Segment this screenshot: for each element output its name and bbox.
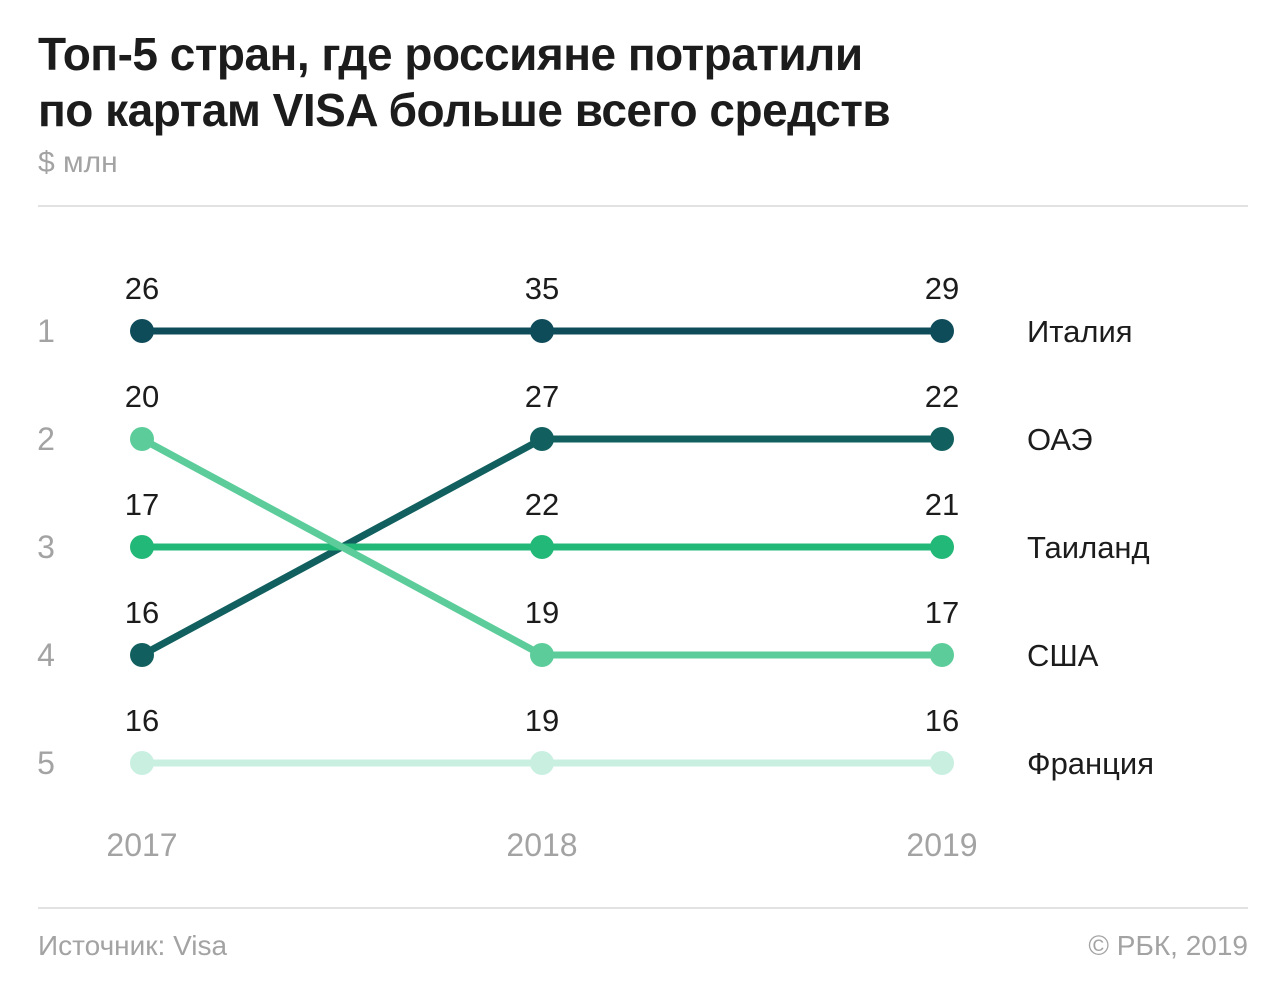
series-label-3: США [1027, 638, 1099, 673]
x-tick-2019: 2019 [906, 827, 977, 863]
series-label-4: Франция [1027, 746, 1154, 781]
value-label-0-2017: 26 [125, 271, 159, 306]
series-points [130, 319, 954, 775]
point-2-2019 [930, 535, 954, 559]
value-label-1-2018: 27 [525, 379, 559, 414]
x-tick-2018: 2018 [506, 827, 577, 863]
value-label-3-2019: 17 [925, 595, 959, 630]
point-3-2018 [530, 643, 554, 667]
rank-label-4: 4 [37, 637, 55, 673]
rank-axis: 1 2 3 4 5 [37, 313, 55, 781]
value-label-2-2017: 17 [125, 487, 159, 522]
value-labels: 26 35 29 16 27 22 17 22 21 20 19 17 16 19 16 [125, 271, 959, 738]
rank-label-3: 3 [37, 529, 55, 565]
chart-title-line1: Топ-5 стран, где россияне потратили [38, 28, 863, 80]
value-label-4-2017: 16 [125, 703, 159, 738]
point-2-2018 [530, 535, 554, 559]
chart-title-line2: по картам VISA больше всего средств [38, 84, 891, 136]
bottom-divider [38, 907, 1248, 909]
rank-label-2: 2 [37, 421, 55, 457]
point-4-2017 [130, 751, 154, 775]
point-1-2018 [530, 427, 554, 451]
value-label-4-2019: 16 [925, 703, 959, 738]
value-label-4-2018: 19 [525, 703, 559, 738]
point-1-2017 [130, 643, 154, 667]
chart-title: Топ-5 стран, где россияне потратили по к… [38, 26, 1238, 138]
series-label-1: ОАЭ [1027, 422, 1093, 457]
point-0-2018 [530, 319, 554, 343]
chart-subtitle: $ млн [38, 146, 118, 179]
point-4-2019 [930, 751, 954, 775]
value-label-3-2017: 20 [125, 379, 159, 414]
value-label-2-2019: 21 [925, 487, 959, 522]
series-label-0: Италия [1027, 314, 1133, 349]
series-labels: Италия ОАЭ Таиланд США Франция [1027, 314, 1154, 781]
point-4-2018 [530, 751, 554, 775]
point-2-2017 [130, 535, 154, 559]
rank-label-1: 1 [37, 313, 55, 349]
value-label-0-2018: 35 [525, 271, 559, 306]
value-label-1-2017: 16 [125, 595, 159, 630]
value-label-3-2018: 19 [525, 595, 559, 630]
x-axis: 2017 2018 2019 [106, 827, 977, 863]
x-tick-2017: 2017 [106, 827, 177, 863]
point-0-2017 [130, 319, 154, 343]
top-divider [38, 205, 1248, 207]
point-3-2019 [930, 643, 954, 667]
point-3-2017 [130, 427, 154, 451]
value-label-1-2019: 22 [925, 379, 959, 414]
source-note: Источник: Visa [38, 930, 228, 961]
value-label-2-2018: 22 [525, 487, 559, 522]
series-label-2: Таиланд [1027, 530, 1150, 565]
value-label-0-2019: 29 [925, 271, 959, 306]
rank-label-5: 5 [37, 745, 55, 781]
point-1-2019 [930, 427, 954, 451]
copyright-note: © РБК, 2019 [1088, 930, 1248, 961]
point-0-2019 [930, 319, 954, 343]
